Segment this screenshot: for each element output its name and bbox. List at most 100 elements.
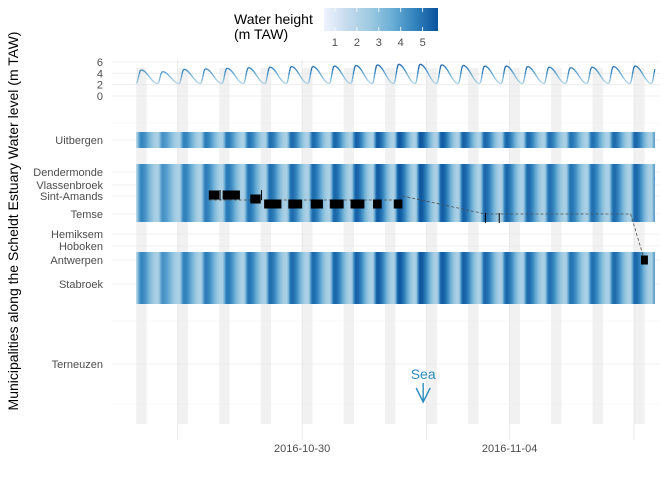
tide-line-segment [274,71,277,73]
tide-line-segment [300,77,303,80]
tide-line-segment [455,81,457,84]
night-shade [426,68,437,424]
tide-line-segment [514,75,517,78]
tide-line-segment [475,81,478,83]
tide-line-segment [466,67,468,69]
tide-line-segment [360,68,362,71]
tide-line-segment [443,65,445,67]
municipality-tick-label: Antwerpen [50,255,103,267]
tide-line-segment [597,72,600,75]
tide-line-segment [633,65,636,68]
tide-line-segment [236,77,239,80]
residence-block [329,199,344,209]
tide-line-segment [266,71,269,76]
tide-line-segment [558,77,561,80]
tide-line-segment [217,80,219,83]
legend-tick-label: 4 [398,37,404,49]
tide-line-segment [537,78,540,81]
tide-line-segment [182,69,185,72]
tide-line-segment [379,65,382,68]
tide-line-segment [522,81,525,84]
municipality-tick-label: Dendermonde [33,167,103,179]
tide-line-segment [569,67,571,69]
tide-line-segment [301,78,304,81]
tide-line-segment [396,65,399,70]
tide-line-segment [643,76,646,79]
tide-line-segment [523,78,526,82]
tide-line-segment [338,69,341,72]
tide-line-segment [626,81,628,84]
tide-line-segment [426,71,429,74]
tide-line-segment [289,66,292,69]
tide-line-segment [322,77,325,80]
tide-line-segment [221,82,224,84]
water-height-band [136,132,655,148]
tide-line-segment [429,76,432,79]
tide-line-segment [601,77,604,80]
tide-line-segment [575,71,578,74]
tide-line-segment [600,76,603,79]
tide-line-segment [500,81,503,84]
tide-line-segment [407,75,410,78]
tide-line-segment [476,81,479,84]
tide-line-segment [169,75,171,78]
tide-line-segment [415,78,418,82]
tide-line-segment [608,81,611,84]
tide-line-segment [446,69,449,72]
tide-line-segment [211,73,214,75]
y-axis-label: Municipalities along the Scheldt Estuary… [5,32,21,411]
tide-line-segment [225,68,228,71]
tide-line-segment [471,74,474,77]
tide-line-segment [610,69,613,75]
legend-tick-label: 5 [420,37,426,49]
tide-line-segment [445,67,448,70]
tide-line-segment [323,78,325,81]
tide-line-segment [436,81,439,84]
residence-block [310,199,323,209]
tide-line-segment [596,70,599,73]
tide-line-segment [281,80,284,83]
tide-line-segment [343,77,346,80]
tide-line-segment [493,76,496,79]
tide-line-segment [498,81,500,84]
tide-line-segment [514,76,517,79]
tide-line-segment [388,79,391,82]
tide-line-segment [409,78,411,80]
tide-line-segment [386,75,388,78]
tide-line-segment [230,70,233,72]
tide-line-segment [280,78,282,81]
tide-line-segment [222,76,226,80]
tide-line-segment [136,80,139,83]
tide-line-segment [639,69,642,72]
tide-line-segment [402,66,405,69]
tide-line-segment [426,70,428,73]
tide-line-segment [172,79,174,81]
legend-title-line: (m TAW) [234,26,288,42]
tide-line-segment [137,73,140,78]
night-shade [260,68,272,424]
tide-line-segment [331,67,334,71]
tide-line-segment [330,74,333,80]
tide-line-segment [234,75,237,78]
tide-line-segment [644,77,647,80]
tide-line-segment [504,65,507,68]
tide-line-segment [378,65,381,67]
tide-line-segment [509,67,511,70]
tide-line-segment [350,81,353,84]
tide-line-segment [386,77,389,79]
tide-line-segment [537,77,540,80]
tide-line-segment [152,80,154,82]
tide-line-segment [188,71,191,74]
tide-line-segment [237,78,239,81]
tide-line-segment [189,72,191,75]
tide-line-segment [646,80,649,83]
tide-line-segment [554,71,557,74]
tide-line-segment [280,79,283,82]
tide-line-segment [534,73,537,76]
tide-line-segment [460,69,463,75]
tide-line-segment [390,81,393,84]
tide-line-segment [620,73,623,76]
tide-line-segment [651,81,654,84]
tide-line-segment [358,66,361,69]
tide-line-segment [529,66,531,69]
